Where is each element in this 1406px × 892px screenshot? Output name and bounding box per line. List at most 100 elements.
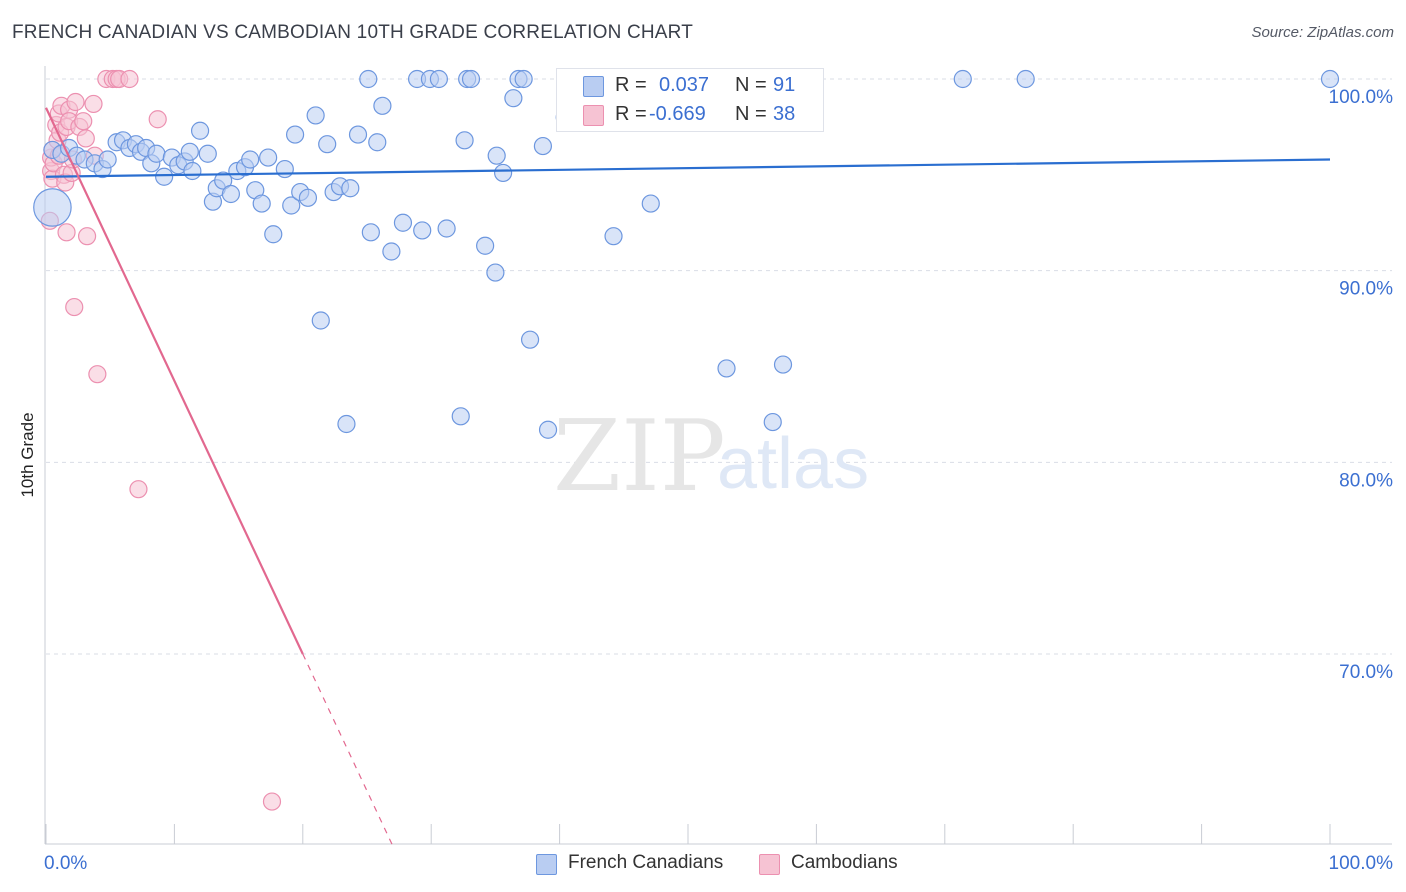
french-canadian-point [763,412,782,432]
french-canadian-point [264,225,283,244]
french-canadian-point [486,263,505,282]
french-canadian-point [514,69,533,89]
french-canadian-point [494,163,513,183]
french-canadian-point [461,69,481,89]
french-canadian-point [180,142,199,161]
cambodian-point [74,112,93,131]
cambodian-point [84,94,103,114]
french-canadian-point [359,69,378,89]
french-canadian-point [214,171,233,190]
cambodian-point [262,792,282,811]
french-canadian-point [275,159,294,179]
french-canadian-point [1320,69,1340,89]
y-tick-label: 80.0% [1339,470,1393,491]
x-tick-label: 0.0% [44,853,87,874]
x-tick-label: 100.0% [1329,853,1394,874]
french-canadian-point [368,133,387,152]
french-canadian-point [337,414,356,434]
french-canadian-point [361,223,380,242]
watermark-atlas: atlas [717,424,869,504]
cambodian-point [77,227,97,246]
french-canadian-point [348,125,368,144]
french-canadian-point [437,219,456,238]
french-canadian-point [259,148,278,167]
cambodian-point [129,480,148,499]
french-canadian-point [285,125,305,144]
french-canadian-point [413,221,432,240]
french-canadian-point [33,188,72,227]
french-canadian-point [773,355,793,374]
french-canadian-point [252,194,271,213]
legend-swatch-blue [583,76,604,97]
french-canadian-point [241,150,260,169]
french-canadian-point [520,330,540,349]
legend-n-value: 91 [773,74,796,96]
french-canadian-point [393,213,413,232]
french-canadian-point [533,136,553,156]
french-canadian-point [373,96,392,115]
french-canadian-point [318,135,337,154]
french-canadian-point [429,69,449,89]
french-canadian-point [538,420,558,439]
french-canadian-point [504,89,523,108]
french-canadian-point [190,121,210,140]
french-canadian-point [953,69,972,89]
stats-legend: R = 0.037 N = 91 R = -0.669 N = 38 [556,68,824,132]
french-canadian-point [221,184,240,204]
trend-lines [45,107,1331,846]
watermark: ZIP atlas [553,400,869,514]
bottom-legend-label: French Canadians [568,852,724,873]
y-tick-label: 100.0% [1329,87,1394,108]
y-tick-label: 90.0% [1339,279,1393,300]
french-canadian-point [476,236,495,255]
french-canadian-point [183,161,202,181]
cambodian-point [66,92,85,112]
cambodians-trend-line [45,107,304,655]
bottom-legend-label: Cambodians [791,852,898,873]
french-canadians-trend-line [45,158,1331,178]
legend-row-french-canadians: R = 0.037 N = 91 [557,71,823,101]
source-label: Source: ZipAtlas.com [1251,24,1394,41]
legend-n-label: N = [735,103,767,125]
french-canadian-point [487,146,506,165]
french-canadian-point [341,179,360,198]
cambodian-point [57,223,76,242]
french-canadian-point [1016,69,1035,89]
french-canadian-point [641,194,660,213]
french-canadian-point [455,131,474,150]
legend-swatch-pink [583,105,604,126]
cambodian-point [120,69,139,89]
bottom-legend-swatch-pink [759,854,780,875]
bottom-legend-swatch-blue [536,854,557,875]
watermark-zip: ZIP [553,400,726,514]
french-canadian-point [147,144,166,163]
cambodian-point [76,129,95,148]
french-canadian-point [451,407,470,426]
cambodians-trend-line-extension [302,653,394,846]
french-canadian-point [298,188,318,207]
tick-labels: 100.0% 90.0% 80.0% 70.0% 0.0% 100.0% [44,87,1393,874]
french-canadian-point [306,106,325,125]
legend-row-cambodians: R = -0.669 N = 38 [557,100,823,130]
axes [44,66,1392,845]
legend-r-value: -0.669 [649,103,706,125]
french-canadian-point [98,150,117,169]
french-canadian-point [282,196,301,215]
french-canadian-point [155,167,174,186]
cambodian-point [65,297,84,317]
cambodian-point [88,365,107,384]
french-canadian-point [382,242,401,261]
legend-n-value: 38 [773,103,796,125]
cambodian-point [148,110,167,129]
legend-r-label: R = [615,74,647,96]
french-canadian-point [717,359,736,378]
french-canadian-point [311,311,330,330]
french-canadian-point [604,227,623,246]
legend-r-label: R = [615,103,647,125]
y-tick-label: 70.0% [1339,662,1393,683]
chart-title: FRENCH CANADIAN VS CAMBODIAN 10TH GRADE … [12,22,694,43]
legend-r-value: 0.037 [659,74,710,96]
french-canadians-points [33,69,1340,439]
legend-n-label: N = [735,74,767,96]
